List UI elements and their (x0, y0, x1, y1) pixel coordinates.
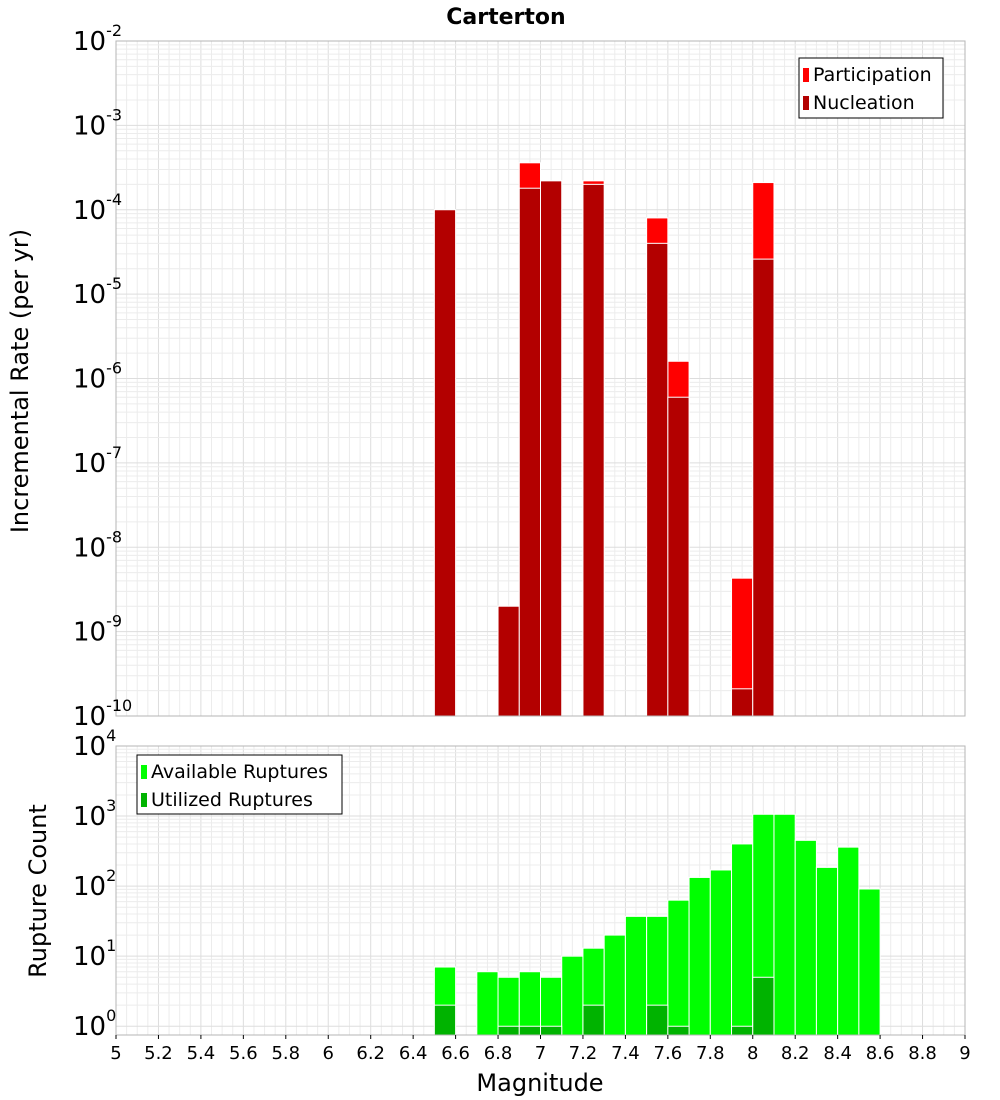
x-tick-label: 5.2 (144, 1043, 173, 1064)
bar-primary (476, 971, 499, 1036)
x-tick-label: 5.8 (271, 1043, 300, 1064)
y-tick-label: 10-7 (73, 443, 122, 479)
x-tick-label: 7.4 (611, 1043, 640, 1064)
bar-secondary (518, 187, 542, 717)
bar-primary (731, 843, 754, 1036)
y-tick-label: 104 (73, 726, 116, 762)
bar-primary (837, 846, 860, 1036)
bar-secondary (667, 1025, 690, 1036)
x-axis-label: Magnitude (476, 1069, 603, 1097)
legend-label: Nucleation (813, 92, 915, 114)
x-tick-label: 8.2 (781, 1043, 810, 1064)
bar-secondary (540, 180, 563, 717)
bar-secondary (646, 1004, 669, 1036)
y-tick-label: 10-4 (73, 190, 122, 226)
x-tick-label: 8.4 (823, 1043, 852, 1064)
y-tick-label: 10-2 (73, 21, 122, 57)
y-tick-label: 10-10 (73, 696, 132, 732)
y-tick-label: 100 (73, 1006, 116, 1042)
bottom-x-ticks: 5 5.2 5.4 5.6 5.8 6 6.2 6.4 6.6 6.8 7 7.2 7.4 7.6 7.8 8… (110, 1035, 971, 1064)
legend-box (136, 754, 343, 815)
bar-secondary (518, 1025, 542, 1036)
bar-primary (794, 839, 817, 1036)
y-tick-label: 10-9 (73, 612, 122, 648)
top-y-axis-label: Incremental Rate (per yr) (6, 229, 34, 533)
x-tick-label: 6.6 (441, 1043, 470, 1064)
bar-primary (688, 876, 711, 1036)
bar-secondary (433, 209, 457, 717)
bar-secondary (582, 183, 605, 717)
bar-secondary (752, 976, 775, 1036)
bar-primary (709, 869, 733, 1036)
bar-secondary (667, 396, 690, 717)
bar-primary (561, 955, 584, 1036)
chart-title: Carterton (446, 5, 565, 30)
bar-secondary (540, 1025, 563, 1036)
bar-primary (603, 934, 626, 1036)
x-tick-label: 8.6 (866, 1043, 895, 1064)
bar-secondary (752, 258, 775, 717)
bar-secondary (433, 1004, 457, 1036)
x-tick-label: 6.8 (484, 1043, 513, 1064)
bar-secondary (497, 605, 520, 717)
y-tick-label: 101 (73, 936, 116, 972)
top-y-ticks: 10-10 10-9 10-8 10-7 10-6 10-5 10-4 10-3 10-2 (73, 21, 132, 732)
legend-swatch (803, 96, 809, 110)
y-tick-label: 10-5 (73, 274, 122, 310)
bar-primary (624, 915, 648, 1036)
x-tick-label: 7.6 (654, 1043, 683, 1064)
top-legend: Participation Nucleation (798, 57, 944, 119)
x-tick-label: 5.4 (187, 1043, 216, 1064)
legend-label: Utilized Ruptures (151, 789, 313, 811)
bar-secondary (731, 688, 754, 717)
top-plot-frame (115, 40, 966, 717)
bar-primary (667, 899, 690, 1036)
x-tick-label: 6 (323, 1043, 334, 1064)
x-tick-label: 5.6 (229, 1043, 258, 1064)
x-tick-label: 7.2 (569, 1043, 598, 1064)
y-tick-label: 102 (73, 866, 116, 902)
bottom-y-ticks: 100 101 102 103 104 (73, 726, 116, 1042)
x-tick-label: 8.8 (908, 1043, 937, 1064)
bar-secondary (731, 1025, 754, 1036)
legend-swatch (141, 765, 147, 779)
bar-primary (518, 971, 542, 1036)
bar-secondary (646, 242, 669, 717)
y-tick-label: 103 (73, 796, 116, 832)
bar-primary (815, 866, 839, 1036)
x-tick-label: 5 (110, 1043, 121, 1064)
y-tick-label: 10-8 (73, 527, 122, 563)
legend-swatch (803, 68, 809, 82)
x-tick-label: 8 (747, 1043, 758, 1064)
bar-secondary (582, 1004, 605, 1036)
x-tick-label: 9 (959, 1043, 970, 1064)
legend-swatch (141, 793, 147, 807)
x-tick-label: 6.2 (356, 1043, 385, 1064)
y-tick-label: 10-3 (73, 105, 122, 141)
bottom-legend: Available Ruptures Utilized Ruptures (136, 754, 343, 815)
x-tick-label: 7.8 (696, 1043, 725, 1064)
top-plot-bars (433, 162, 775, 717)
y-tick-label: 10-6 (73, 359, 122, 395)
legend-box (798, 57, 944, 119)
x-tick-label: 7 (535, 1043, 546, 1064)
legend-label: Participation (813, 64, 932, 86)
bar-secondary (497, 1025, 520, 1036)
bar-primary (773, 813, 796, 1036)
bottom-y-axis-label: Rupture Count (24, 804, 52, 978)
x-tick-label: 6.4 (399, 1043, 428, 1064)
legend-label: Available Ruptures (151, 761, 328, 783)
bottom-plot-bars (433, 813, 881, 1036)
bar-primary (858, 888, 881, 1036)
